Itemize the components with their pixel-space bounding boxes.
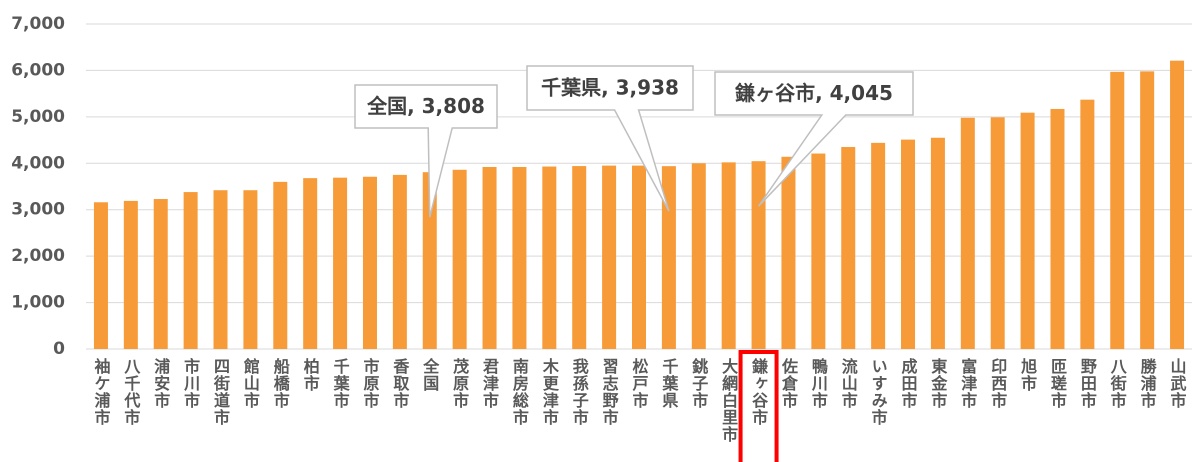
y-tick-label: 7,000 (11, 14, 65, 34)
bar (392, 174, 407, 349)
x-tick-label: 大網白里市 (719, 357, 738, 443)
callout-text: 全国, 3,808 (366, 94, 485, 118)
x-tick-label: 鎌ヶ谷市 (749, 357, 769, 426)
callout: 鎌ヶ谷市, 4,045 (714, 71, 914, 207)
bar (213, 190, 228, 349)
x-tick-label: 香取市 (390, 358, 410, 409)
bar (1140, 71, 1155, 349)
bar (901, 139, 916, 349)
x-tick-label: 東金市 (928, 357, 948, 409)
x-tick-label: 成田市 (899, 357, 918, 409)
bar (602, 165, 617, 349)
bar (781, 156, 796, 349)
y-tick-label: 0 (53, 339, 65, 359)
x-tick-label: 山武市 (1168, 358, 1187, 409)
x-tick-label: 松戸市 (630, 357, 649, 409)
bar (273, 181, 288, 349)
bar (1170, 60, 1185, 350)
callout: 全国, 3,808 (354, 84, 498, 218)
bar (183, 192, 198, 349)
bar (751, 161, 766, 349)
callout-text: 千葉県, 3,938 (541, 76, 679, 100)
y-tick-label: 4,000 (11, 153, 65, 173)
y-tick-label: 3,000 (11, 200, 65, 220)
x-tick-label: 野田市 (1078, 358, 1097, 409)
bar (632, 165, 646, 349)
bar (572, 166, 587, 349)
bar (960, 117, 975, 350)
bar (1110, 71, 1125, 350)
x-tick-label: 流山市 (839, 357, 858, 409)
x-tick-label: 柏市 (301, 357, 320, 392)
x-tick-label: 銚子市 (689, 357, 708, 409)
x-tick-label: 富津市 (958, 357, 977, 409)
x-tick-label: 印西市 (988, 358, 1007, 409)
bar (93, 202, 108, 349)
x-tick-label: 南房総市 (510, 357, 529, 426)
x-tick-label: 市川市 (181, 357, 201, 409)
x-tick-label: 佐倉市 (779, 357, 799, 409)
bar (422, 172, 437, 349)
bar (721, 162, 736, 349)
x-tick-label: 市原市 (360, 357, 379, 409)
x-tick-label: 袖ケ浦市 (91, 357, 110, 426)
callout-text: 鎌ヶ谷市, 4,045 (734, 81, 893, 105)
x-tick-label: 船橋市 (271, 357, 290, 409)
x-tick-label: 旭市 (1018, 358, 1038, 392)
x-tick-label: 茂原市 (450, 357, 469, 409)
bar (1050, 108, 1065, 349)
bar (990, 117, 1005, 349)
x-tick-label: 八千代市 (121, 358, 141, 426)
callout-box (526, 65, 694, 212)
x-tick-label: 木更津市 (540, 357, 560, 426)
callout-box (714, 71, 914, 207)
x-tick-label: 全国 (420, 357, 440, 392)
x-tick-label: 千葉県 (659, 358, 679, 409)
callout-box (354, 84, 498, 218)
bar (1020, 112, 1035, 349)
bar (123, 200, 138, 349)
bar (153, 199, 168, 349)
callout: 千葉県, 3,938 (526, 65, 694, 212)
x-tick-label: 習志野市 (600, 358, 619, 426)
x-tick-label: 我孫子市 (570, 357, 589, 426)
bar (512, 167, 527, 349)
y-tick-label: 1,000 (11, 293, 65, 313)
x-tick-label: 館山市 (241, 357, 260, 409)
x-tick-label: 勝浦市 (1138, 357, 1157, 409)
bar (452, 169, 467, 349)
y-tick-label: 6,000 (11, 60, 65, 80)
x-tick-label: 浦安市 (151, 357, 170, 409)
bar (243, 190, 258, 349)
x-tick-label: 鴨川市 (809, 357, 829, 409)
bar (542, 166, 557, 349)
x-tick-label: 四街道市 (211, 358, 231, 426)
bar (691, 163, 706, 349)
highlight-box (738, 350, 779, 462)
bar (841, 147, 856, 349)
x-tick-label: 千葉市 (331, 358, 351, 409)
bar (1080, 99, 1095, 349)
bar (871, 142, 886, 349)
bar (811, 153, 826, 349)
bar (303, 178, 318, 349)
x-tick-label: 匝瑳市 (1048, 358, 1067, 409)
bar (930, 137, 945, 349)
y-tick-label: 5,000 (11, 107, 65, 127)
x-tick-label: 八街市 (1108, 358, 1128, 409)
y-tick-label: 2,000 (11, 246, 65, 266)
x-tick-label: 君津市 (480, 358, 499, 409)
bar (661, 166, 676, 349)
bar (482, 167, 497, 349)
x-tick-label: いすみ市 (869, 358, 888, 426)
bar (362, 176, 377, 349)
bar (333, 177, 348, 349)
